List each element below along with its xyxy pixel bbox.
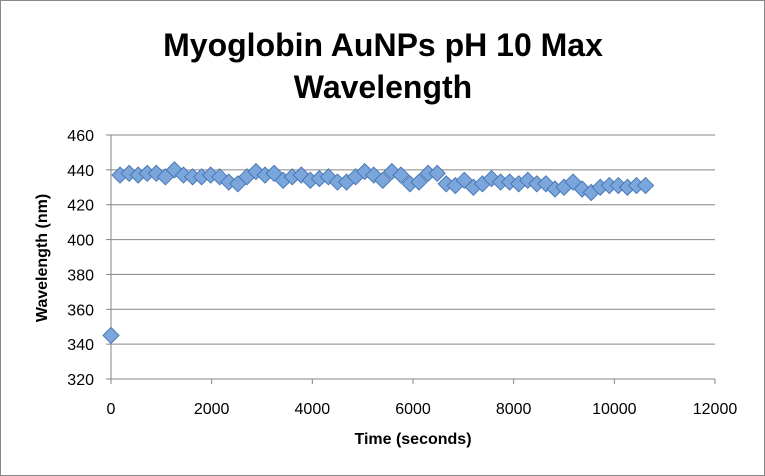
- data-points: [102, 161, 655, 345]
- x-tick-label-12000: 12000: [693, 401, 738, 418]
- data-point-32: [392, 166, 410, 184]
- gridlines: [111, 134, 715, 345]
- data-point-30: [374, 171, 392, 190]
- chart-title-line-1: Myoglobin AuNPs pH 10 Max: [163, 27, 603, 63]
- chart-title-line-2: Wavelength: [294, 69, 472, 105]
- y-tick-label-460: 460: [67, 128, 94, 145]
- x-tick-label-4000: 4000: [295, 401, 331, 418]
- y-tick-label-400: 400: [67, 233, 94, 250]
- x-tick-label-0: 0: [107, 401, 116, 418]
- y-tick-label-380: 380: [67, 267, 94, 284]
- x-axis-label: Time (seconds): [354, 431, 471, 448]
- y-tick-label-360: 360: [67, 302, 94, 319]
- y-axis-label: Wavelength (nm): [34, 194, 51, 322]
- data-point-36: [428, 164, 446, 183]
- x-tick-label-8000: 8000: [496, 401, 532, 418]
- y-axis-ticks: 320 340 360 380 400 420 440 460: [67, 128, 111, 389]
- y-tick-label-340: 340: [67, 337, 94, 354]
- x-tick-label-2000: 2000: [194, 401, 230, 418]
- data-point-34: [410, 173, 428, 191]
- data-point-0: [102, 326, 120, 345]
- y-tick-label-420: 420: [67, 198, 94, 215]
- x-tick-label-10000: 10000: [592, 401, 637, 418]
- y-tick-label-320: 320: [67, 372, 94, 389]
- x-axis-ticks: 0 2000 4000 6000 8000 10000 12000: [107, 379, 738, 418]
- x-tick-label-6000: 6000: [395, 401, 431, 418]
- data-point-59: [636, 176, 655, 195]
- y-tick-label-440: 440: [67, 163, 94, 180]
